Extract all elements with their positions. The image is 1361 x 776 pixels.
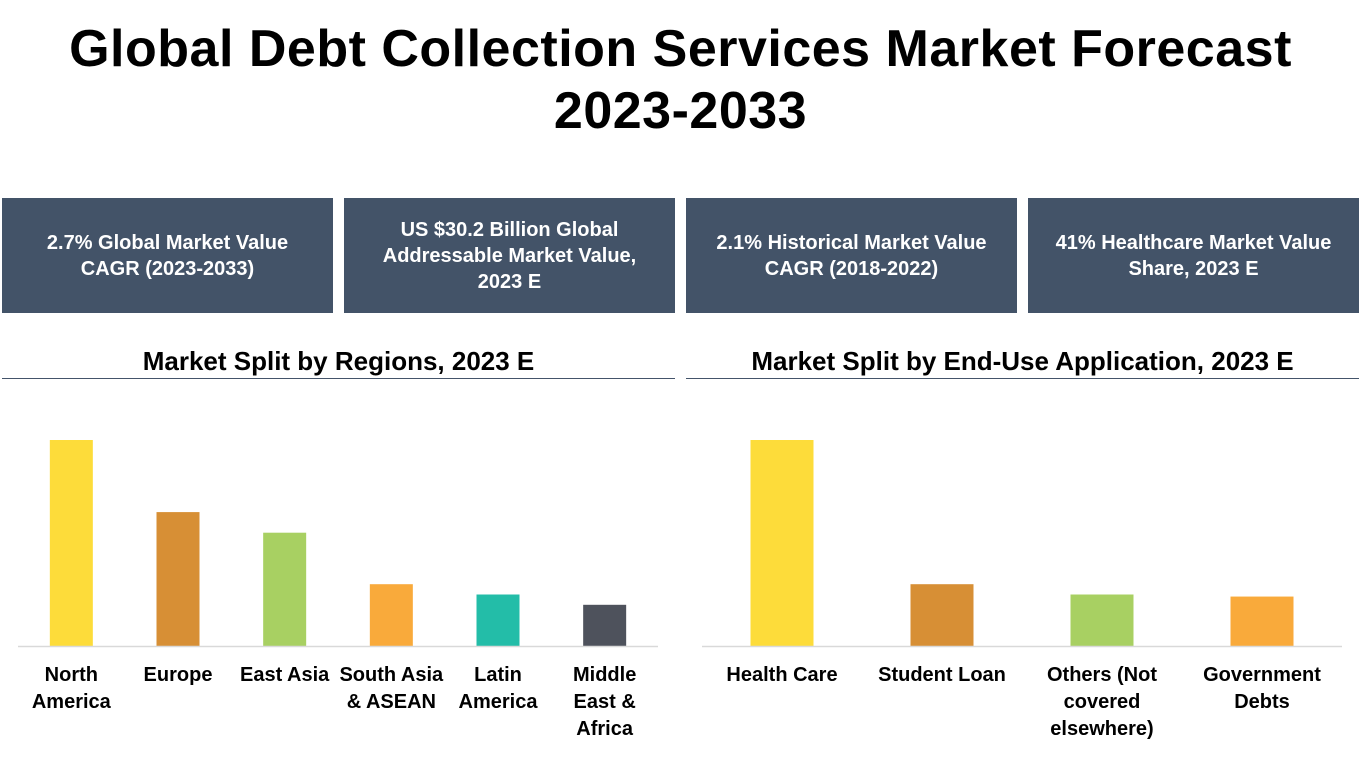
end-use-bar-chart	[702, 440, 1342, 648]
stat-text: 2.7% Global Market Value CAGR (2023-2033…	[46, 231, 289, 280]
region-category-label-1: North America	[31, 664, 111, 713]
end-use-category-label-4: Government Debts	[1203, 664, 1321, 713]
end-use-title-divider	[686, 378, 1359, 379]
end-use-bar-2	[910, 584, 974, 646]
stat-box-market-value: US $30.2 Billion Global Addressable Mark…	[344, 198, 675, 313]
regions-bar-chart	[18, 440, 658, 648]
region-category-label-4: South Asia & ASEAN	[339, 664, 444, 713]
key-stats-row: 2.7% Global Market Value CAGR (2023-2033…	[0, 198, 1361, 313]
stat-text: US $30.2 Billion Global Addressable Mark…	[382, 218, 637, 293]
region-bar-6	[583, 604, 627, 646]
end-use-bar-3	[1070, 594, 1134, 646]
region-category-label-6: Middle East & Africa	[572, 664, 637, 740]
region-bar-2	[156, 512, 200, 646]
stat-text: 41% Healthcare Market Value Share, 2023 …	[1055, 231, 1332, 280]
region-category-label-5: Latin America	[458, 664, 538, 713]
region-bar-5	[476, 594, 520, 646]
regions-title-divider	[2, 378, 675, 379]
region-bar-3	[263, 532, 307, 646]
stat-box-global-cagr: 2.7% Global Market Value CAGR (2023-2033…	[2, 198, 333, 313]
page-title: Global Debt Collection Services Market F…	[0, 18, 1361, 142]
stat-text: 2.1% Historical Market Value CAGR (2018-…	[716, 231, 987, 280]
end-use-bar-4	[1230, 596, 1294, 646]
region-bar-4	[369, 584, 413, 646]
end-use-category-label-3: Others (Not covered elsewhere)	[1047, 664, 1157, 740]
region-bar-1	[49, 440, 93, 646]
region-category-label-3: East Asia	[240, 664, 330, 686]
region-category-label-2: Europe	[143, 664, 213, 686]
regions-chart-title: Market Split by Regions, 2023 E	[142, 346, 535, 376]
page-title-line-2: 2023-2033	[553, 82, 808, 140]
stat-box-historical-cagr: 2.1% Historical Market Value CAGR (2018-…	[686, 198, 1017, 313]
end-use-category-label-1: Health Care	[726, 664, 838, 686]
end-use-bar-1	[750, 440, 814, 646]
page-title-line-1: Global Debt Collection Services Market F…	[69, 20, 1292, 78]
stat-box-healthcare-share: 41% Healthcare Market Value Share, 2023 …	[1028, 198, 1359, 313]
end-use-category-label-2: Student Loan	[878, 664, 1006, 686]
end-use-chart-title: Market Split by End-Use Application, 202…	[751, 346, 1294, 376]
